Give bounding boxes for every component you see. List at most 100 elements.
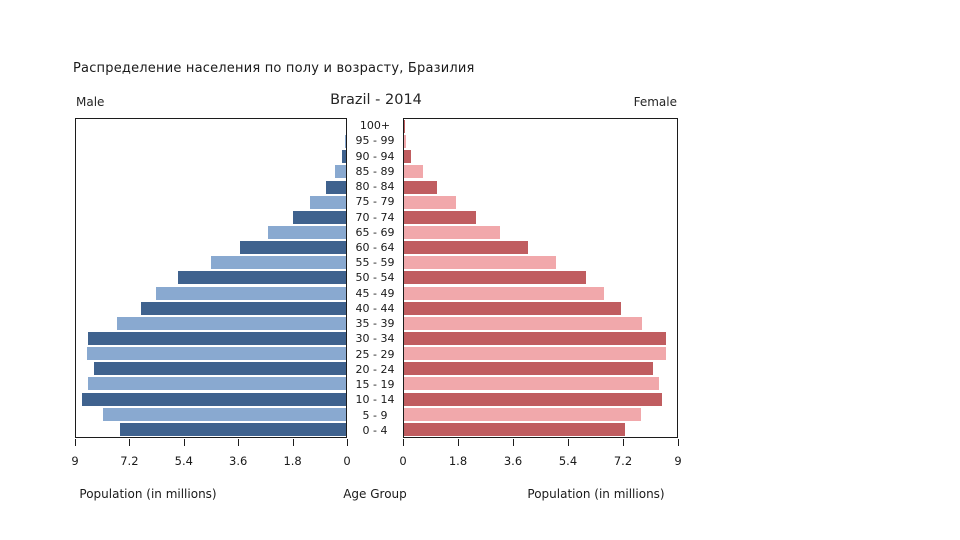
male-bar-row [76, 270, 346, 285]
female-bar [404, 332, 667, 346]
age-label: 30 - 34 [355, 332, 395, 346]
female-bar-row [404, 331, 677, 346]
male-bar-row [76, 164, 346, 179]
male-bar [86, 347, 346, 361]
axis-tick [403, 439, 404, 446]
female-bar-row [404, 210, 677, 225]
female-bar [404, 150, 411, 164]
male-bar [82, 392, 346, 406]
female-bar-row [404, 286, 677, 301]
female-bar [404, 301, 621, 315]
page-title: Распределение населения по полу и возрас… [73, 61, 475, 76]
male-bar-row [76, 180, 346, 195]
age-label: 40 - 44 [355, 301, 395, 315]
female-bar [404, 165, 423, 179]
axis-tick [292, 439, 294, 446]
age-label: 70 - 74 [355, 210, 395, 224]
male-bar [178, 271, 346, 285]
female-bar [404, 256, 556, 270]
female-plot [403, 118, 678, 438]
female-bar-row [404, 255, 677, 270]
age-label: 20 - 24 [355, 362, 395, 376]
male-bar [140, 301, 346, 315]
male-bar [292, 210, 346, 224]
age-label: 65 - 69 [355, 225, 395, 239]
male-bar [341, 150, 346, 164]
female-bar-row [404, 149, 677, 164]
female-bar [404, 407, 641, 421]
male-bar [325, 180, 346, 194]
age-label: 100+ [359, 119, 391, 133]
age-label: 90 - 94 [355, 149, 395, 163]
female-bar-row [404, 301, 677, 316]
male-bar-row [76, 361, 346, 376]
axis-tick [458, 439, 459, 446]
axis-tick-label: 7.2 [613, 454, 633, 468]
axis-tick [513, 439, 514, 446]
female-bar [404, 286, 605, 300]
male-bar-row [76, 346, 346, 361]
female-bar [404, 347, 667, 361]
axis-tick-label: 1.8 [448, 454, 468, 468]
male-bar [119, 422, 346, 436]
male-bar-row [76, 240, 346, 255]
male-bar [345, 135, 346, 149]
male-axis-title: Male [76, 95, 105, 109]
female-bar [404, 210, 476, 224]
female-bar [404, 120, 405, 134]
female-bar [404, 226, 500, 240]
female-bar [404, 392, 662, 406]
axis-tick [623, 439, 624, 446]
age-group-xaxis-label: Age Group [343, 487, 407, 501]
female-bar-row [404, 270, 677, 285]
male-bar-row [76, 376, 346, 391]
male-bar [155, 286, 346, 300]
axis-tick-label: 9 [71, 454, 79, 468]
male-bar-row [76, 195, 346, 210]
female-xaxis-label: Population (in millions) [527, 487, 665, 501]
female-bar [404, 135, 406, 149]
male-bar-row [76, 210, 346, 225]
axis-tick-label: 9 [674, 454, 682, 468]
female-bar-row [404, 376, 677, 391]
axis-tick [347, 439, 348, 446]
axis-tick-label: 0 [399, 454, 407, 468]
female-bar-row [404, 134, 677, 149]
axis-tick [238, 439, 240, 446]
age-label: 75 - 79 [355, 195, 395, 209]
chart-title: Brazil - 2014 [330, 92, 422, 108]
female-bar-row [404, 180, 677, 195]
female-bar [404, 195, 457, 209]
male-bar-row [76, 331, 346, 346]
male-bar-row [76, 134, 346, 149]
age-label: 35 - 39 [355, 317, 395, 331]
axis-tick-label: 7.2 [120, 454, 139, 468]
male-bar [239, 241, 346, 255]
age-label: 15 - 19 [355, 378, 395, 392]
age-label: 85 - 89 [355, 164, 395, 178]
age-label: 45 - 49 [355, 286, 395, 300]
female-bar-row [404, 361, 677, 376]
male-bar [310, 195, 346, 209]
female-bar [404, 271, 586, 285]
female-bar [404, 316, 643, 330]
age-label: 55 - 59 [355, 256, 395, 270]
axis-tick [75, 439, 76, 446]
axis-tick [568, 439, 569, 446]
male-plot [75, 118, 347, 438]
female-bar [404, 422, 626, 436]
female-bar-row [404, 392, 677, 407]
age-label: 0 - 4 [362, 423, 388, 437]
female-bar [404, 180, 437, 194]
female-bar-row [404, 316, 677, 331]
male-bar-row [76, 255, 346, 270]
male-bar [335, 165, 346, 179]
age-label: 95 - 99 [355, 134, 395, 148]
male-bar-row [76, 149, 346, 164]
female-bar-row [404, 346, 677, 361]
age-axis: 100+ 95 - 99 90 - 94 85 - 89 80 - 84 75 - 79 7… [347, 118, 403, 438]
male-bar [88, 377, 346, 391]
male-bar-row [76, 301, 346, 316]
axis-tick-label: 5.4 [174, 454, 193, 468]
